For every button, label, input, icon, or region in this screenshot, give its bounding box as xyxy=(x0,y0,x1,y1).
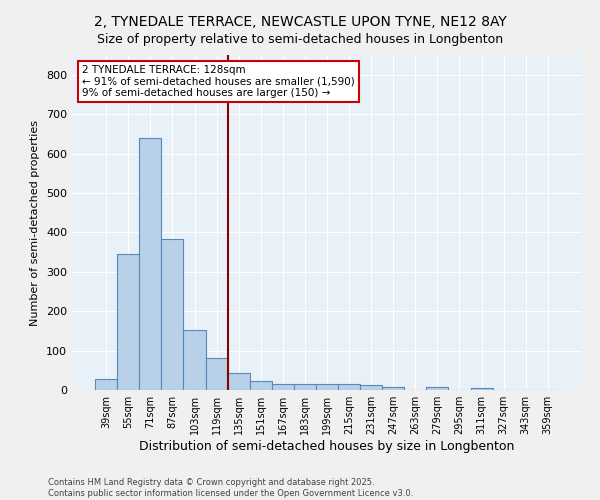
Bar xyxy=(470,388,493,390)
Text: 2, TYNEDALE TERRACE, NEWCASTLE UPON TYNE, NE12 8AY: 2, TYNEDALE TERRACE, NEWCASTLE UPON TYNE… xyxy=(94,15,506,29)
Bar xyxy=(227,374,250,390)
Bar xyxy=(382,387,404,390)
Bar xyxy=(117,254,139,390)
Bar xyxy=(427,387,448,390)
Bar xyxy=(206,358,227,390)
Bar xyxy=(316,384,338,390)
Bar xyxy=(95,379,117,390)
Bar xyxy=(250,380,272,390)
Bar xyxy=(294,384,316,390)
Bar xyxy=(161,239,184,390)
Text: 2 TYNEDALE TERRACE: 128sqm
← 91% of semi-detached houses are smaller (1,590)
9% : 2 TYNEDALE TERRACE: 128sqm ← 91% of semi… xyxy=(82,65,355,98)
Text: Size of property relative to semi-detached houses in Longbenton: Size of property relative to semi-detach… xyxy=(97,32,503,46)
Bar xyxy=(139,138,161,390)
Y-axis label: Number of semi-detached properties: Number of semi-detached properties xyxy=(31,120,40,326)
Bar xyxy=(360,385,382,390)
X-axis label: Distribution of semi-detached houses by size in Longbenton: Distribution of semi-detached houses by … xyxy=(139,440,515,453)
Bar xyxy=(272,384,294,390)
Bar xyxy=(184,330,206,390)
Text: Contains HM Land Registry data © Crown copyright and database right 2025.
Contai: Contains HM Land Registry data © Crown c… xyxy=(48,478,413,498)
Bar xyxy=(338,384,360,390)
